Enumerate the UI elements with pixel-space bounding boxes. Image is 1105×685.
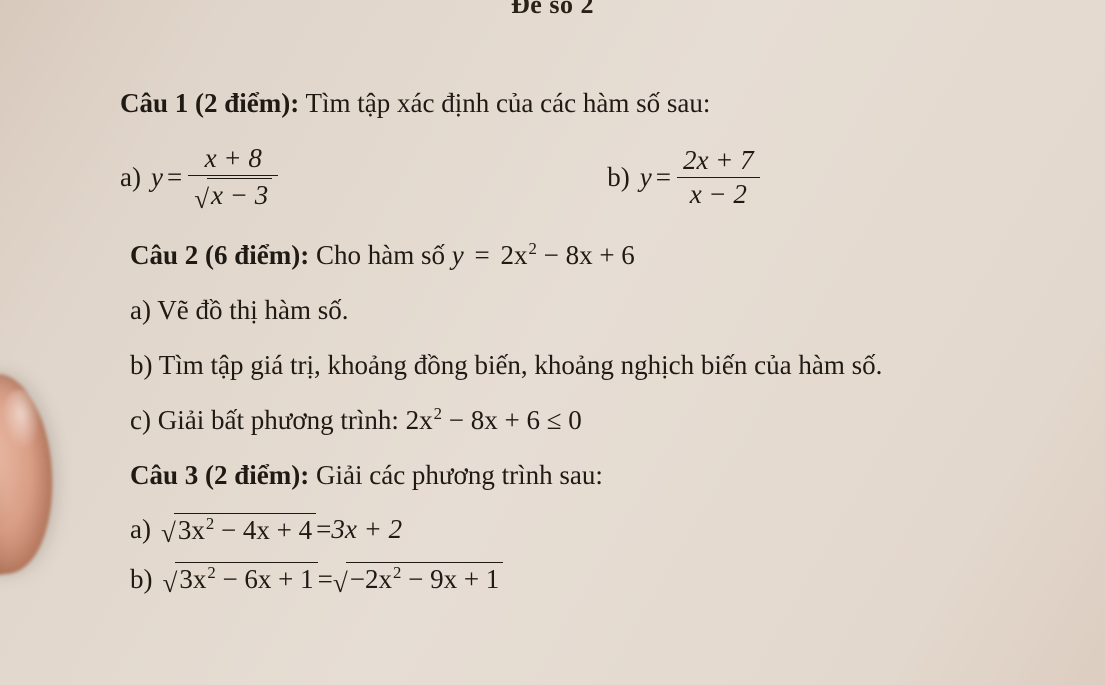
q1-heading-bold: Câu 1 (2 điểm): (120, 88, 299, 118)
q3b-label: b) (130, 564, 153, 595)
q3b-eq: = (318, 564, 333, 595)
q1b-denominator: x − 2 (684, 179, 753, 210)
radical-sign: √ (333, 570, 348, 597)
q2-heading: Câu 2 (6 điểm): Cho hàm số y = 2x2 − 8x … (130, 238, 1057, 273)
exam-page: Đề số 2 Câu 1 (2 điểm): Tìm tập xác định… (0, 0, 1105, 685)
exam-content: Câu 1 (2 điểm): Tìm tập xác định của các… (120, 0, 1057, 596)
q2-part-b: b) Tìm tập giá trị, khoảng đồng biến, kh… (130, 348, 1057, 383)
q1a-fraction: x + 8 √ x − 3 (188, 143, 278, 212)
q1-heading: Câu 1 (2 điểm): Tìm tập xác định của các… (120, 86, 1057, 121)
exam-header: Đề số 2 (0, 0, 1105, 30)
q3a-rhs: 3x + 2 (331, 514, 402, 545)
q1b-label: b) (607, 162, 630, 193)
q1b-fraction: 2x + 7 x − 2 (677, 145, 760, 210)
q1a-lhs: y (151, 162, 163, 193)
q2c-expr: 2x2 − 8x + 6 ≤ 0 (406, 405, 582, 435)
q2-part-a: a) Vẽ đồ thị hàm số. (130, 293, 1057, 328)
radical-sign: √ (194, 186, 209, 213)
q2-fn: y = 2x2 − 8x + 6 (452, 240, 635, 270)
q2-heading-bold: Câu 2 (6 điểm): (130, 240, 309, 270)
q1-parts-row: a) y = x + 8 √ x − 3 b) (120, 143, 1057, 212)
q1a-radicand: x − 3 (207, 178, 272, 211)
q3a-eq: = (316, 514, 331, 545)
q3a-sqrt: √ 3x2 − 4x + 4 (161, 513, 316, 546)
q3b-sqrt-right: √ −2x2 − 9x + 1 (333, 562, 503, 595)
q2-part-c: c) Giải bất phương trình: 2x2 − 8x + 6 ≤… (130, 403, 1057, 438)
q3-heading-bold: Câu 3 (2 điểm): (130, 460, 309, 490)
exam-title: Đề số 2 (511, 0, 594, 20)
q1b-eq: = (656, 162, 671, 193)
q1a-numerator: x + 8 (199, 143, 268, 174)
q1b-lhs: y (640, 162, 652, 193)
fraction-bar (188, 175, 278, 176)
q3b-radicand-left: 3x2 − 6x + 1 (175, 562, 317, 595)
q1a-label: a) (120, 162, 141, 193)
radical-sign: √ (163, 570, 178, 597)
q1-part-a: a) y = x + 8 √ x − 3 (120, 143, 607, 212)
q3-part-b: b) √ 3x2 − 6x + 1 = √ −2x2 − 9x + 1 (130, 562, 1057, 595)
q1a-denominator: √ x − 3 (188, 177, 278, 211)
sqrt-icon: √ x − 3 (194, 178, 272, 211)
q3b-sqrt-left: √ 3x2 − 6x + 1 (163, 562, 318, 595)
radical-sign: √ (161, 520, 176, 547)
q3a-radicand: 3x2 − 4x + 4 (174, 513, 316, 546)
finger-photo-edge (0, 369, 62, 576)
fraction-bar (677, 177, 760, 178)
q1-heading-rest: Tìm tập xác định của các hàm số sau: (299, 88, 710, 118)
q2c-label: c) Giải bất phương trình: (130, 405, 406, 435)
q1b-numerator: 2x + 7 (677, 145, 760, 176)
q3-heading: Câu 3 (2 điểm): Giải các phương trình sa… (130, 458, 1057, 493)
q2-heading-rest: Cho hàm số (309, 240, 452, 270)
q1a-eq: = (167, 162, 182, 193)
q3a-label: a) (130, 514, 151, 545)
q3-heading-rest: Giải các phương trình sau: (309, 460, 603, 490)
q3-part-a: a) √ 3x2 − 4x + 4 = 3x + 2 (130, 513, 1057, 546)
q3b-radicand-right: −2x2 − 9x + 1 (346, 562, 504, 595)
q1-part-b: b) y = 2x + 7 x − 2 (607, 145, 1057, 210)
q2-block: Câu 2 (6 điểm): Cho hàm số y = 2x2 − 8x … (130, 238, 1057, 596)
